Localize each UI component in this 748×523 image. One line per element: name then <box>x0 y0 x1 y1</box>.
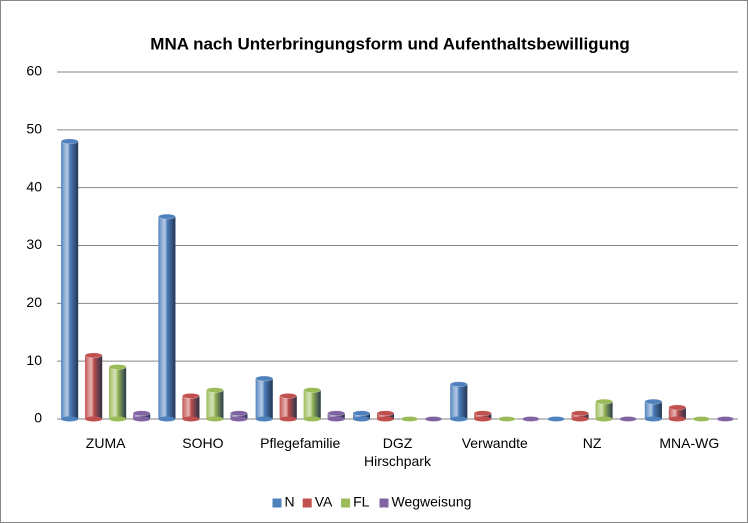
legend-swatch <box>379 498 389 508</box>
bar-top-cap <box>619 416 637 422</box>
bar-top-cap <box>376 410 395 416</box>
bar <box>668 407 686 419</box>
bar <box>450 384 468 419</box>
legend-swatch <box>302 498 312 508</box>
bar-top-cap <box>400 416 419 422</box>
y-tick-label: 40 <box>26 178 42 194</box>
bar <box>353 413 370 419</box>
x-tick-label: NZ <box>582 435 602 451</box>
x-tick-label: MNA-WG <box>659 435 720 451</box>
bar-base-cap <box>595 416 613 422</box>
bar <box>279 395 297 419</box>
bar <box>109 366 127 419</box>
y-tick-label: 20 <box>26 294 42 310</box>
bar-top-cap <box>595 398 613 405</box>
x-tick-label: DGZ Hirschpark <box>364 435 431 469</box>
bar-base-cap <box>109 416 127 422</box>
legend-label: Wegweisung <box>392 494 472 510</box>
legend-swatch <box>272 498 282 508</box>
bar <box>474 413 492 419</box>
bar <box>85 355 103 419</box>
bar-top-cap <box>716 416 735 422</box>
bar <box>206 390 224 419</box>
y-tick-label: 10 <box>26 352 42 368</box>
bar <box>571 413 589 419</box>
bar-top-cap <box>230 410 248 416</box>
y-tick-label: 60 <box>26 63 42 79</box>
bar-top-cap <box>668 404 687 411</box>
bar <box>61 141 79 419</box>
y-tick-label: 0 <box>34 410 42 426</box>
bar-top-cap <box>108 364 127 370</box>
bar <box>377 413 394 419</box>
bar-base-cap <box>133 416 151 422</box>
bar-base-cap <box>668 416 686 422</box>
bar-top-cap <box>327 410 345 416</box>
bar-base-cap <box>61 416 79 422</box>
bar-top-cap <box>132 410 151 416</box>
bar-top-cap <box>255 375 273 382</box>
bar-top-cap <box>450 381 468 388</box>
chart-title: MNA nach Unterbringungsform und Aufentha… <box>150 34 629 53</box>
bar-base-cap <box>303 416 321 422</box>
bar <box>303 390 321 419</box>
bar-base-cap <box>279 416 297 422</box>
bar-top-cap <box>158 213 176 220</box>
bar-top-cap <box>474 410 492 416</box>
bar-top-cap <box>60 138 79 145</box>
bar-top-cap <box>206 387 224 393</box>
bar-base-cap <box>644 416 662 422</box>
legend-swatch <box>341 498 351 508</box>
bar-top-cap <box>547 416 565 422</box>
bar-base-cap <box>182 416 200 422</box>
bar-base-cap <box>353 416 370 422</box>
bar-base-cap <box>571 416 589 422</box>
legend-label: N <box>285 494 295 510</box>
bar-base-cap <box>85 416 103 422</box>
y-tick-label: 30 <box>26 236 42 252</box>
bar <box>133 413 151 419</box>
bar-top-cap <box>303 387 321 393</box>
bar-base-cap <box>230 416 248 422</box>
bar <box>158 216 176 419</box>
bar-top-cap <box>522 416 540 422</box>
x-tick-label: Verwandte <box>461 435 528 451</box>
bar <box>255 378 273 419</box>
bar <box>595 401 613 419</box>
legend-label: FL <box>353 494 370 510</box>
x-tick-label: Pflegefamilie <box>260 435 341 451</box>
x-tick-label: SOHO <box>182 435 224 451</box>
bar-top-cap <box>498 416 516 422</box>
bar-top-cap <box>424 416 443 422</box>
bar-base-cap <box>450 416 468 422</box>
bar-base-cap <box>377 416 394 422</box>
bar-base-cap <box>206 416 224 422</box>
bar-top-cap <box>644 398 663 405</box>
bar <box>230 413 248 419</box>
legend-label: VA <box>315 494 333 510</box>
y-tick-label: 50 <box>26 121 42 137</box>
bar-top-cap <box>182 393 200 399</box>
bar <box>644 401 662 419</box>
x-tick-label: ZUMA <box>85 435 126 451</box>
bar-top-cap <box>352 410 371 416</box>
bar-top-cap <box>84 352 103 359</box>
bar-top-cap <box>571 410 589 416</box>
bar-base-cap <box>327 416 345 422</box>
bar <box>182 395 200 419</box>
bar <box>327 413 345 419</box>
bar-base-cap <box>255 416 273 422</box>
bar-base-cap <box>158 416 176 422</box>
bar-top-cap <box>279 393 297 399</box>
bar-top-cap <box>692 416 711 422</box>
bar-base-cap <box>474 416 492 422</box>
